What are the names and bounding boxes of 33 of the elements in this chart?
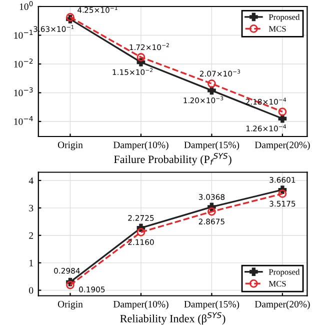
y-tick-label: 0: [29, 287, 34, 294]
y-tick-label: 10$^{−2}$: [14, 58, 33, 68]
point: [208, 207, 216, 216]
y-tick-label: 2: [29, 232, 34, 239]
x-axis-title: Reliability Index (β$^{SYS}$): [120, 312, 226, 325]
x-tick-label: Damper(15%): [184, 141, 240, 150]
point: [278, 108, 287, 116]
x-tick-label: Damper(15%): [184, 300, 240, 310]
point: [66, 280, 74, 290]
point: [136, 53, 146, 62]
point: [136, 228, 146, 236]
x-tick-label: Origin: [58, 300, 83, 310]
y-tick-label: 3: [29, 204, 34, 212]
y-tick-label: 10$^{−4}$: [14, 116, 33, 125]
y-tick-label: 10$^{−3}$: [14, 87, 33, 96]
point: [208, 79, 216, 88]
legend-label: Proposed: [268, 268, 300, 276]
y-tick-label: 1: [30, 260, 33, 266]
x-tick-label: Damper(20%): [254, 300, 310, 310]
point: [278, 114, 287, 123]
y-tick-label: 10$^{0}$: [20, 1, 33, 10]
x-tick-label: Damper(20%): [254, 141, 310, 150]
legend-label: MCS: [268, 280, 286, 287]
y-tick-label: 4: [28, 177, 34, 184]
x-axis-title: Failure Probability (P$_{f}$$^{SYS}$): [114, 152, 232, 166]
legend-label: Proposed: [268, 14, 300, 22]
y-tick-label: 10$^{−1}$: [14, 30, 33, 39]
legend-label: MCS: [268, 26, 286, 32]
x-tick-label: Damper(10%): [113, 300, 168, 310]
point: [278, 190, 287, 198]
x-tick-label: Damper(10%): [113, 141, 168, 150]
point: [208, 86, 216, 95]
x-tick-label: Origin: [58, 142, 83, 150]
